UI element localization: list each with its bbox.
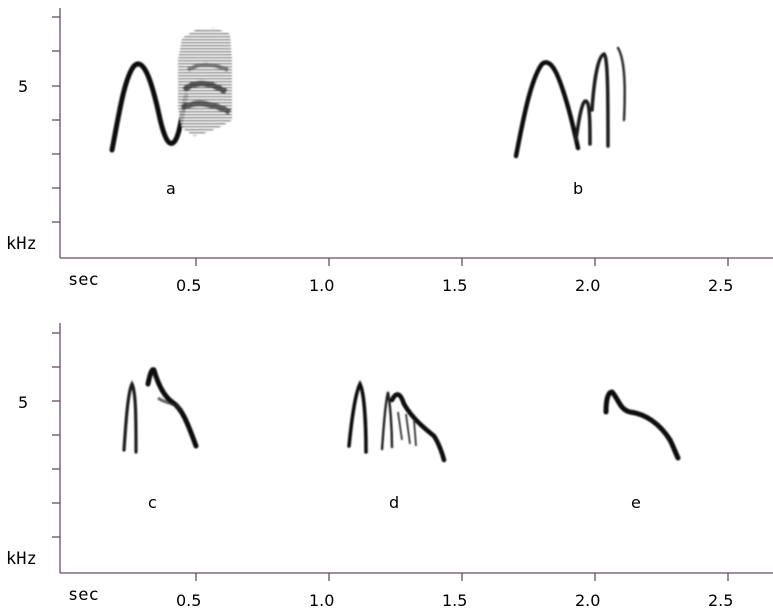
x-tick-label-top: 2.0 bbox=[575, 276, 600, 295]
x-ticks-bottom bbox=[195, 573, 729, 581]
x-tick-label-bottom: 1.5 bbox=[442, 591, 467, 610]
x-tick-label-bottom: 2.5 bbox=[708, 591, 733, 610]
call-label-c: c bbox=[148, 493, 157, 512]
x-tick-label-bottom: 1.0 bbox=[309, 591, 334, 610]
y-unit-label-bottom: kHz bbox=[6, 549, 37, 569]
x-tick-label-bottom: 0.5 bbox=[176, 591, 201, 610]
call-label-a: a bbox=[166, 179, 176, 198]
x-tick-label-top: 1.5 bbox=[442, 276, 467, 295]
y-ticks-top bbox=[52, 16, 60, 223]
y-ticks-bottom bbox=[52, 332, 60, 538]
x-ticks-top bbox=[195, 258, 729, 266]
call-a-trace bbox=[109, 28, 232, 153]
x-tick-label-top: 0.5 bbox=[176, 276, 201, 295]
call-e-trace bbox=[603, 389, 681, 461]
y-unit-label-top: kHz bbox=[6, 234, 37, 254]
y-tick-label-5-top: 5 bbox=[18, 77, 28, 96]
call-label-e: e bbox=[631, 493, 641, 512]
panel-bottom: 5 kHz sec 0.5 1.0 1.5 2.0 2.5 c d e bbox=[6, 323, 773, 610]
call-d-trace bbox=[347, 379, 447, 463]
call-b-trace bbox=[513, 46, 626, 159]
call-label-d: d bbox=[389, 493, 399, 512]
x-unit-label-top: sec bbox=[68, 270, 99, 290]
x-tick-label-top: 1.0 bbox=[309, 276, 334, 295]
x-tick-label-top: 2.5 bbox=[708, 276, 733, 295]
x-unit-label-bottom: sec bbox=[68, 585, 99, 605]
call-c-trace bbox=[122, 367, 199, 454]
panel-top: 5 kHz sec 0.5 1.0 1.5 2.0 2.5 a b bbox=[6, 8, 773, 295]
y-tick-label-5-bottom: 5 bbox=[18, 393, 28, 412]
x-tick-label-bottom: 2.0 bbox=[575, 591, 600, 610]
call-label-b: b bbox=[573, 179, 583, 198]
